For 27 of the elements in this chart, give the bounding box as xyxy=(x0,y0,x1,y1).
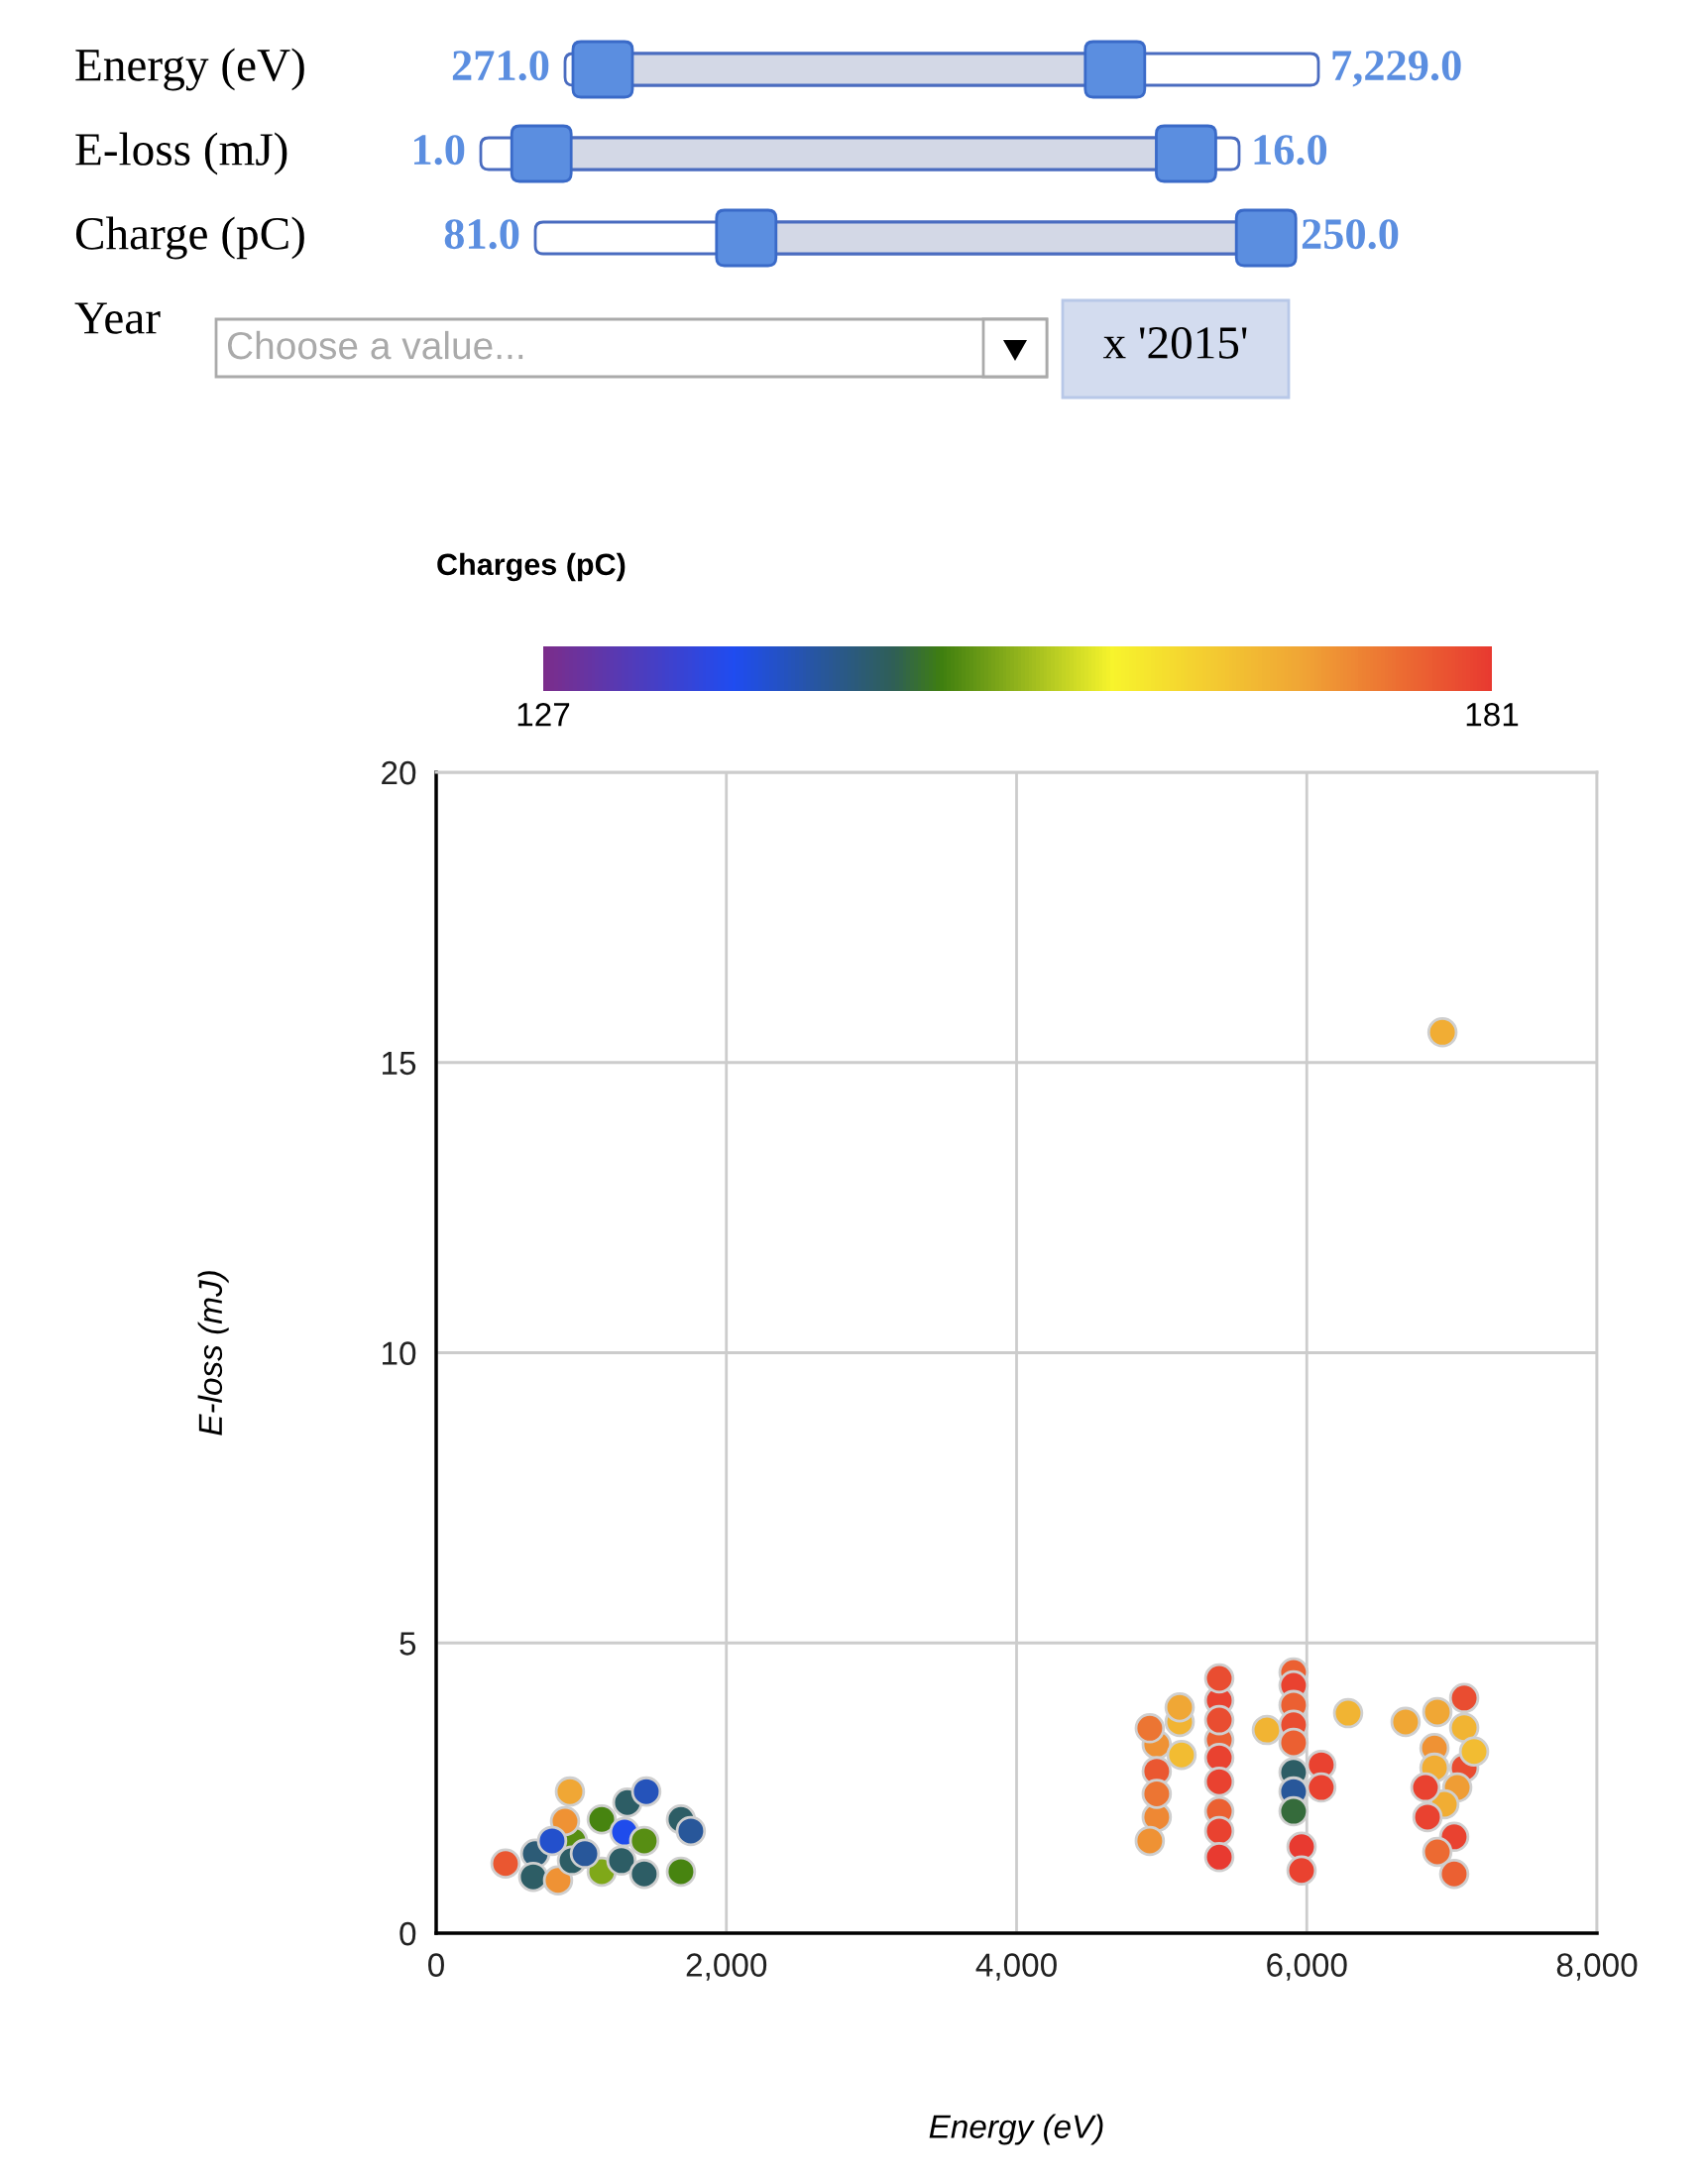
text: 7,229.0 xyxy=(1332,51,1461,87)
x-tick-label: 0 xyxy=(428,1953,444,1977)
y-tick-label: 10 xyxy=(383,1341,416,1365)
text: 81.0 xyxy=(444,219,519,250)
text: Charge (pC) xyxy=(75,216,304,260)
chart-title: Charges (pC) xyxy=(437,552,626,582)
text: Year xyxy=(74,302,161,334)
y-tick-label: 5 xyxy=(399,1632,416,1656)
y-tick-label: 0 xyxy=(399,1921,416,1946)
text: 271.0 xyxy=(452,51,549,81)
text: 1.0 xyxy=(414,135,465,166)
text: 250.0 xyxy=(1302,219,1399,250)
x-tick-label: 4,000 xyxy=(975,1953,1057,1981)
y-tick-label: 20 xyxy=(382,760,416,785)
text: 16.0 xyxy=(1254,135,1327,166)
color-bar-label: 127 xyxy=(517,702,570,727)
x-tick-label: 8,000 xyxy=(1556,1953,1638,1981)
x-tick-label: 2,000 xyxy=(686,1953,767,1981)
x-axis-title: Energy (eV) xyxy=(929,2114,1103,2145)
x-tick-label: 6,000 xyxy=(1267,1953,1347,1981)
text: Choose a value... xyxy=(227,330,523,360)
text: E-loss (mJ) xyxy=(75,132,287,175)
y-tick-label: 15 xyxy=(383,1051,416,1076)
text: Energy (eV) xyxy=(75,48,304,91)
y-axis-title: E-loss (mJ) xyxy=(197,1271,229,1436)
text: x '2015' xyxy=(1102,326,1247,359)
color-bar-label: 181 xyxy=(1466,702,1519,727)
